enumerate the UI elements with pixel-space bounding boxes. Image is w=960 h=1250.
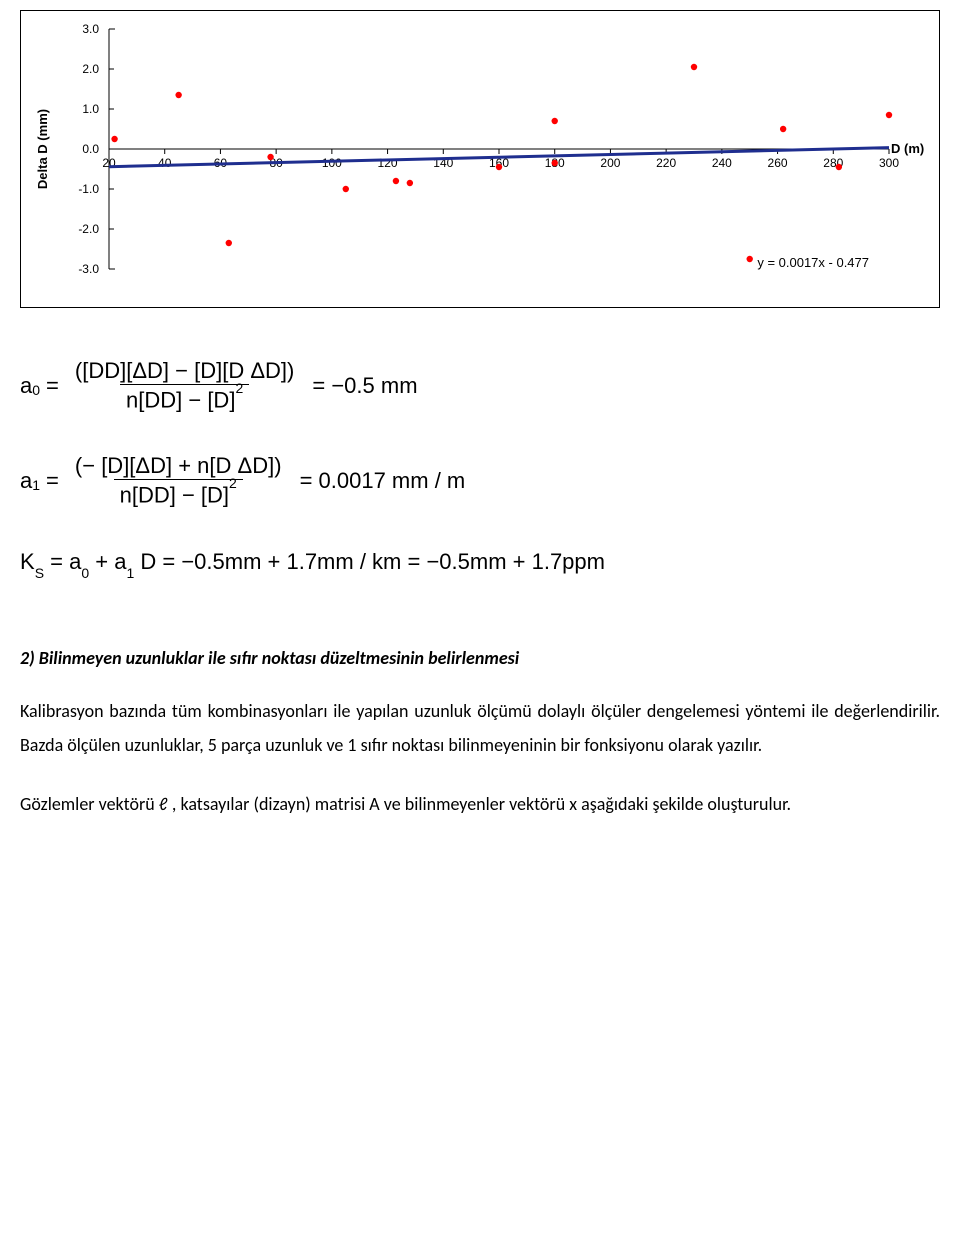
svg-text:1.0: 1.0 bbox=[82, 102, 99, 116]
ks-sub: S bbox=[35, 565, 44, 581]
ks-r3: D = −0.5mm + 1.7mm / km = −0.5mm + 1.7pp… bbox=[134, 549, 605, 574]
svg-text:3.0: 3.0 bbox=[82, 22, 99, 36]
a1-den-sup: 2 bbox=[229, 476, 237, 490]
formulas-block: a0 = ([DD][ΔD] − [D][D ΔD]) n[DD] − [D]2… bbox=[20, 358, 940, 577]
paragraph-2: Gözlemler vektörü ℓ , katsayılar (dizayn… bbox=[20, 787, 940, 821]
svg-text:40: 40 bbox=[158, 156, 172, 170]
svg-text:260: 260 bbox=[768, 156, 788, 170]
para2-post: , katsayılar (dizayn) matrisi A ve bilin… bbox=[168, 793, 791, 815]
ks-sub1: 1 bbox=[126, 565, 134, 581]
formula-a1: a1 = (− [D][ΔD] + n[D ΔD]) n[DD] − [D]2 … bbox=[20, 453, 940, 508]
svg-text:-3.0: -3.0 bbox=[78, 262, 99, 276]
a1-denominator: n[DD] − [D] bbox=[120, 483, 229, 508]
svg-text:240: 240 bbox=[712, 156, 732, 170]
para2-ell: ℓ bbox=[159, 793, 168, 815]
svg-text:300: 300 bbox=[879, 156, 899, 170]
section-heading: 2) Bilinmeyen uzunluklar ile sıfır nokta… bbox=[20, 647, 940, 669]
svg-text:-1.0: -1.0 bbox=[78, 182, 99, 196]
formula-a0: a0 = ([DD][ΔD] − [D][D ΔD]) n[DD] − [D]2… bbox=[20, 358, 940, 413]
a0-lhs-sub: 0 bbox=[32, 383, 40, 397]
ks-k: K bbox=[20, 549, 35, 574]
a0-rhs: = −0.5 mm bbox=[312, 375, 417, 397]
svg-text:200: 200 bbox=[600, 156, 620, 170]
svg-text:D (m): D (m) bbox=[891, 141, 924, 156]
svg-text:120: 120 bbox=[378, 156, 398, 170]
a0-den-sup: 2 bbox=[235, 381, 243, 395]
scatter-chart: 3.02.01.00.0-1.0-2.0-3.02040608010012014… bbox=[29, 19, 929, 299]
svg-text:0.0: 0.0 bbox=[82, 142, 99, 156]
a1-rhs: = 0.0017 mm / m bbox=[300, 470, 466, 492]
a0-lhs: a bbox=[20, 375, 32, 397]
a1-lhs-sub: 1 bbox=[32, 478, 40, 492]
svg-text:220: 220 bbox=[656, 156, 676, 170]
paragraph-1: Kalibrasyon bazında tüm kombinasyonları … bbox=[20, 694, 940, 762]
a1-numerator: (− [D][ΔD] + n[D ΔD]) bbox=[69, 453, 288, 479]
svg-text:Delta D (mm): Delta D (mm) bbox=[35, 109, 50, 189]
svg-text:-2.0: -2.0 bbox=[78, 222, 99, 236]
scatter-chart-container: 3.02.01.00.0-1.0-2.0-3.02040608010012014… bbox=[20, 10, 940, 308]
svg-text:100: 100 bbox=[322, 156, 342, 170]
a0-denominator: n[DD] − [D] bbox=[126, 387, 235, 412]
svg-text:2.0: 2.0 bbox=[82, 62, 99, 76]
svg-text:y = 0.0017x - 0.477: y = 0.0017x - 0.477 bbox=[757, 255, 869, 270]
a0-numerator: ([DD][ΔD] − [D][D ΔD]) bbox=[69, 358, 300, 384]
ks-sub0: 0 bbox=[81, 565, 89, 581]
ks-r1: = a bbox=[44, 549, 81, 574]
para2-pre: Gözlemler vektörü bbox=[20, 793, 159, 815]
formula-ks: KS = a0 + a1 D = −0.5mm + 1.7mm / km = −… bbox=[20, 549, 940, 577]
a1-lhs: a bbox=[20, 470, 32, 492]
ks-r2: + a bbox=[89, 549, 126, 574]
